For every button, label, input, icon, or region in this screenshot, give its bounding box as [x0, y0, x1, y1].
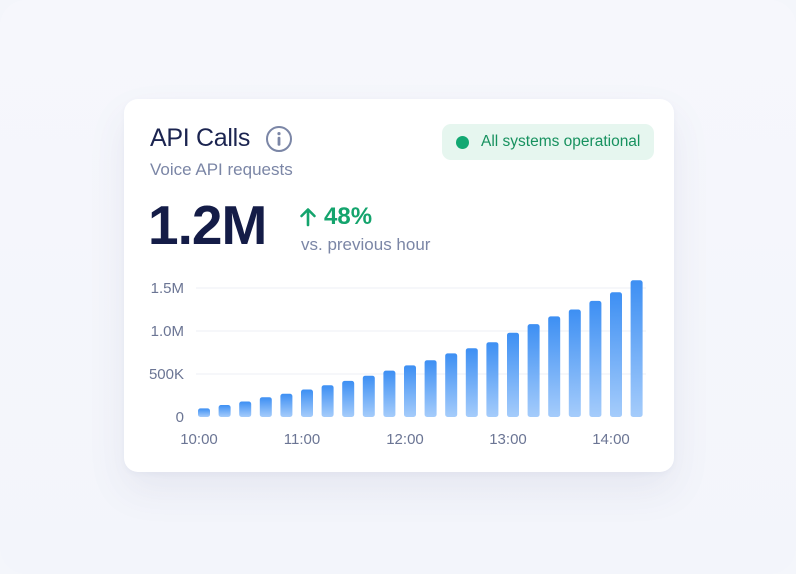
x-tick-label: 12:00	[386, 431, 424, 448]
x-tick-label: 10:00	[180, 431, 218, 448]
bar[interactable]	[342, 380, 355, 417]
bar[interactable]	[321, 385, 334, 417]
bar[interactable]	[424, 360, 437, 417]
bar[interactable]	[445, 353, 458, 417]
metric-change: 48%	[299, 203, 372, 231]
bar[interactable]	[301, 389, 313, 418]
api-calls-card: API Calls Voice API requests All systems…	[124, 99, 674, 472]
status-dot-icon	[456, 135, 469, 149]
y-axis: 0 500K 1.0M 1.5M	[149, 280, 184, 426]
metric-value: 1.2M	[148, 194, 267, 256]
x-tick-label: 14:00	[592, 431, 630, 448]
bar-series	[198, 280, 643, 417]
bar[interactable]	[507, 332, 519, 417]
bar[interactable]	[486, 342, 499, 417]
bar[interactable]	[218, 405, 231, 417]
bar[interactable]	[383, 370, 396, 417]
api-calls-bar-chart: 0 500K 1.0M 1.5M 10:00 11:00 12:00 13:00 14:00	[149, 280, 646, 448]
bar[interactable]	[568, 309, 581, 418]
x-axis: 10:00 11:00 12:00 13:00 14:00	[180, 431, 630, 448]
bar[interactable]	[548, 316, 561, 417]
arrow-up-icon	[300, 208, 316, 227]
card-subtitle: Voice API requests	[150, 160, 293, 179]
bar[interactable]	[465, 348, 478, 417]
bar[interactable]	[280, 393, 293, 417]
y-tick-label: 1.0M	[151, 323, 184, 340]
bar[interactable]	[362, 375, 375, 417]
bar[interactable]	[610, 292, 622, 417]
bar[interactable]	[198, 408, 210, 417]
y-tick-label: 0	[176, 409, 184, 426]
x-tick-label: 11:00	[284, 431, 320, 448]
bar[interactable]	[404, 365, 416, 417]
status-badge: All systems operational	[442, 124, 654, 160]
metric-change-label: vs. previous hour	[301, 235, 431, 254]
bar[interactable]	[259, 397, 272, 417]
bar[interactable]	[239, 401, 252, 418]
metric-change-value: 48%	[324, 203, 373, 230]
y-tick-label: 1.5M	[151, 280, 184, 297]
bar[interactable]	[527, 324, 540, 417]
info-circle-icon[interactable]	[265, 125, 293, 153]
status-label: All systems operational	[481, 133, 641, 150]
x-tick-label: 13:00	[489, 431, 527, 448]
bar[interactable]	[630, 280, 643, 417]
bar[interactable]	[589, 300, 602, 417]
y-tick-label: 500K	[149, 366, 184, 383]
card-title: API Calls	[150, 124, 251, 152]
